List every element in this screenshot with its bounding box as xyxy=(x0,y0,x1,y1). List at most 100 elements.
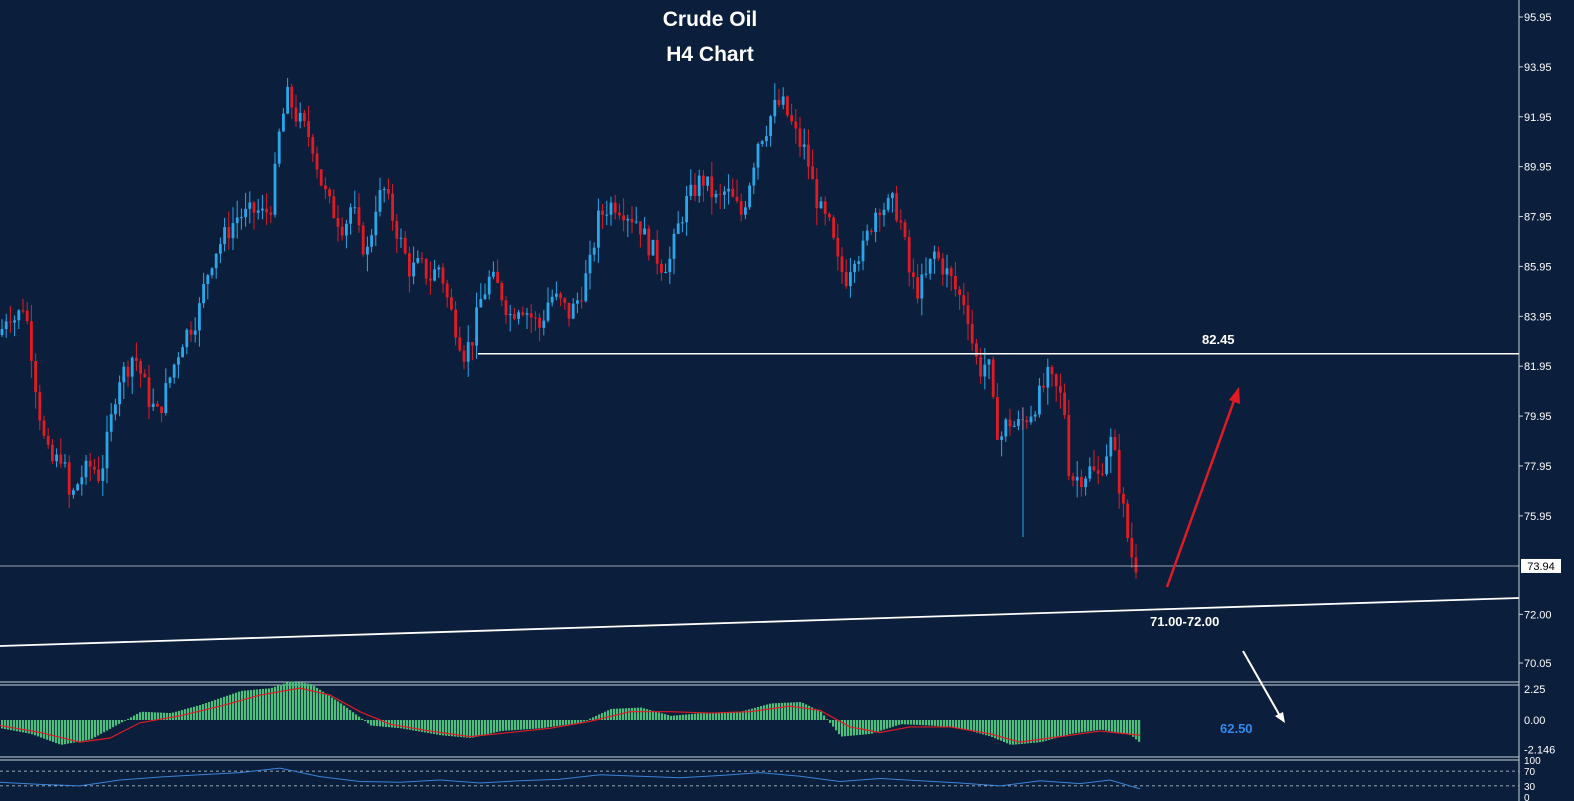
candle-body xyxy=(597,210,600,248)
down-arrow-shaft xyxy=(1242,650,1281,717)
macd-histogram-bar xyxy=(949,720,952,728)
macd-histogram-bar xyxy=(730,712,733,720)
candle-body xyxy=(1059,386,1062,393)
macd-histogram-bar xyxy=(1081,720,1084,733)
macd-histogram-bar xyxy=(937,720,940,727)
macd-histogram-bar xyxy=(877,720,880,732)
macd-histogram-bar xyxy=(70,720,73,744)
price-levels xyxy=(0,352,1520,647)
macd-histogram-bar xyxy=(118,720,121,724)
macd-histogram-bar xyxy=(487,720,490,735)
candle-body xyxy=(319,169,323,186)
candle-body xyxy=(286,86,289,114)
candle-body xyxy=(42,420,46,436)
macd-histogram-bar xyxy=(841,720,844,737)
macd-histogram-bar xyxy=(559,720,562,726)
candle-body xyxy=(340,226,344,236)
macd-histogram-bar xyxy=(844,720,847,737)
candle-body xyxy=(84,460,88,478)
macd-histogram-bar xyxy=(595,715,598,720)
macd-histogram-bar xyxy=(304,683,307,720)
macd-histogram-bar xyxy=(553,720,556,727)
macd-histogram-bar xyxy=(124,720,127,721)
candle-body xyxy=(571,303,575,319)
macd-histogram-bar xyxy=(622,708,625,720)
macd-histogram-bar xyxy=(934,720,937,726)
macd-histogram-bar xyxy=(790,702,793,720)
candle-body xyxy=(496,271,499,284)
candle-body xyxy=(122,366,126,383)
candle-body xyxy=(1046,366,1050,388)
macd-histogram-bar xyxy=(1090,720,1093,732)
candle-body xyxy=(517,312,520,319)
candle-body xyxy=(424,258,428,279)
macd-histogram-bar xyxy=(280,684,283,720)
candle-body xyxy=(920,274,924,299)
candle-body xyxy=(962,295,966,306)
candle-body xyxy=(219,244,222,254)
macd-histogram-bar xyxy=(940,720,943,727)
macd-histogram-bar xyxy=(874,720,877,733)
candle-body xyxy=(844,272,848,287)
macd-histogram-bar xyxy=(268,688,271,720)
macd-histogram-bar xyxy=(247,690,250,720)
macd-histogram-bar xyxy=(556,720,559,727)
macd-histogram-bar xyxy=(991,720,994,738)
macd-histogram-bar xyxy=(292,681,295,720)
price-tick-label: 77.95 xyxy=(1524,461,1552,473)
macd-histogram-bar xyxy=(574,720,577,724)
candle-body xyxy=(118,382,121,405)
macd-histogram-bar xyxy=(385,720,388,727)
candle-body xyxy=(156,403,159,407)
macd-histogram-bar xyxy=(718,712,721,720)
candle-body xyxy=(504,300,508,316)
macd-histogram-bar xyxy=(880,720,883,731)
macd-histogram-bar xyxy=(613,708,616,720)
macd-histogram-bar xyxy=(463,720,466,738)
macd-histogram-bar xyxy=(712,712,715,720)
macd-histogram-bar xyxy=(496,720,499,732)
macd-histogram-bar xyxy=(301,682,304,720)
macd-histogram-bar xyxy=(802,702,805,720)
candle-body xyxy=(1113,436,1117,450)
macd-histogram-bar xyxy=(1114,720,1117,733)
macd-histogram-bar xyxy=(733,711,736,720)
macd-histogram-bar xyxy=(535,720,538,729)
macd-histogram-bar xyxy=(394,720,397,728)
candle-body xyxy=(151,403,155,407)
candle-body xyxy=(240,217,243,219)
macd-histogram-bar xyxy=(151,712,154,720)
candle-body xyxy=(1092,466,1096,471)
macd-histogram-bar xyxy=(466,720,469,738)
candle-body xyxy=(475,307,478,346)
macd-histogram-bar xyxy=(763,705,766,720)
macd-histogram-bar xyxy=(121,720,124,723)
macd-histogram-bar xyxy=(403,720,406,729)
macd-histogram-bar xyxy=(1111,720,1114,732)
rsi-tick-label: 30 xyxy=(1524,782,1536,793)
macd-histogram-bar xyxy=(214,699,217,720)
candle-body xyxy=(437,267,441,270)
macd-histogram-bar xyxy=(130,717,133,720)
macd-histogram-bar xyxy=(1108,720,1111,732)
macd-histogram-bar xyxy=(373,720,376,726)
macd-histogram-bar xyxy=(355,714,358,720)
candle-body xyxy=(72,490,75,495)
candle-body xyxy=(378,190,382,212)
price-tick-label: 75.95 xyxy=(1524,511,1552,523)
candle-body xyxy=(147,377,151,407)
candle-body xyxy=(1126,503,1129,538)
macd-histogram-bar xyxy=(691,713,694,720)
candle-body xyxy=(823,201,827,214)
candle-body xyxy=(1122,493,1125,504)
macd-histogram-bar xyxy=(1084,720,1087,732)
macd-histogram-bar xyxy=(1009,720,1012,745)
candle-body xyxy=(126,366,130,377)
candle-body xyxy=(487,276,491,295)
macd-histogram-bar xyxy=(142,711,145,720)
macd-histogram-bar xyxy=(1039,720,1042,743)
macd-histogram-bar xyxy=(589,718,592,720)
candle-body xyxy=(303,112,306,122)
macd-histogram-bar xyxy=(427,720,430,733)
macd-histogram-bar xyxy=(169,713,172,720)
